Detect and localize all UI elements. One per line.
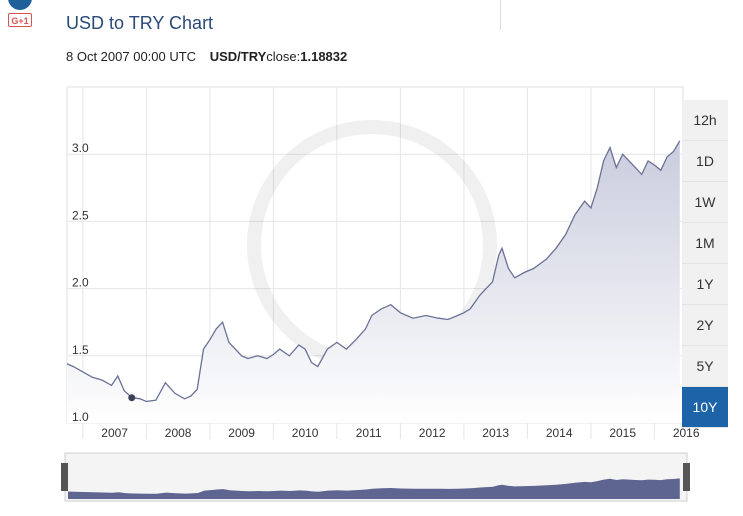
navigator-left-handle[interactable] (61, 463, 68, 491)
range-selector: 12h 1D 1W 1M 1Y 2Y 5Y 10Y (682, 100, 728, 428)
range-button-1w[interactable]: 1W (682, 182, 728, 223)
share-icon[interactable] (8, 0, 32, 10)
x-axis: 2007 2008 2009 2010 2011 2012 2013 2014 2015 2016 (101, 426, 700, 440)
y-axis: 1.0 1.5 2.0 2.5 3.0 (72, 141, 89, 424)
y-tick-label: 2.0 (72, 276, 89, 290)
range-button-10y[interactable]: 10Y (682, 387, 728, 428)
area-fill (67, 140, 680, 424)
y-tick-label: 1.5 (72, 343, 89, 357)
hover-marker (128, 394, 136, 402)
x-tick-label: 2012 (419, 426, 446, 440)
y-tick-label: 3.0 (72, 141, 89, 155)
navigator-right-handle[interactable] (683, 463, 690, 491)
range-button-1d[interactable]: 1D (682, 141, 728, 182)
range-button-2y[interactable]: 2Y (682, 305, 728, 346)
x-tick-label: 2008 (165, 426, 192, 440)
x-tick-label: 2010 (292, 426, 319, 440)
series-line (66, 140, 681, 403)
y-tick-label: 1.0 (72, 410, 89, 424)
hover-date: 8 Oct 2007 00:00 UTC (66, 49, 197, 64)
range-button-5y[interactable]: 5Y (682, 346, 728, 387)
close-label: close: (266, 49, 301, 64)
y-tick-label: 2.5 (72, 208, 89, 222)
x-tick-label: 2015 (609, 426, 636, 440)
x-tick-label: 2011 (356, 426, 382, 440)
chart-title: USD to TRY Chart (66, 13, 214, 33)
header-divider (500, 0, 501, 30)
x-tick-label: 2013 (482, 426, 509, 440)
range-button-1m[interactable]: 1M (682, 223, 728, 264)
chart-subtitle: 8 Oct 2007 00:00 UTC USD/TRYclose:1.1883… (66, 49, 347, 64)
x-tick-label: 2009 (228, 426, 255, 440)
range-button-1y[interactable]: 1Y (682, 264, 728, 305)
google-plus-button[interactable]: G+1 (8, 13, 32, 27)
navigator[interactable] (61, 452, 690, 502)
navigator-area (68, 478, 680, 499)
range-button-12h[interactable]: 12h (682, 100, 728, 141)
x-tick-label: 2016 (673, 426, 700, 440)
x-tick-label: 2007 (101, 426, 128, 440)
currency-pair: USD/TRY (209, 49, 267, 64)
close-value: 1.18832 (300, 49, 348, 64)
x-tick-label: 2014 (546, 426, 573, 440)
